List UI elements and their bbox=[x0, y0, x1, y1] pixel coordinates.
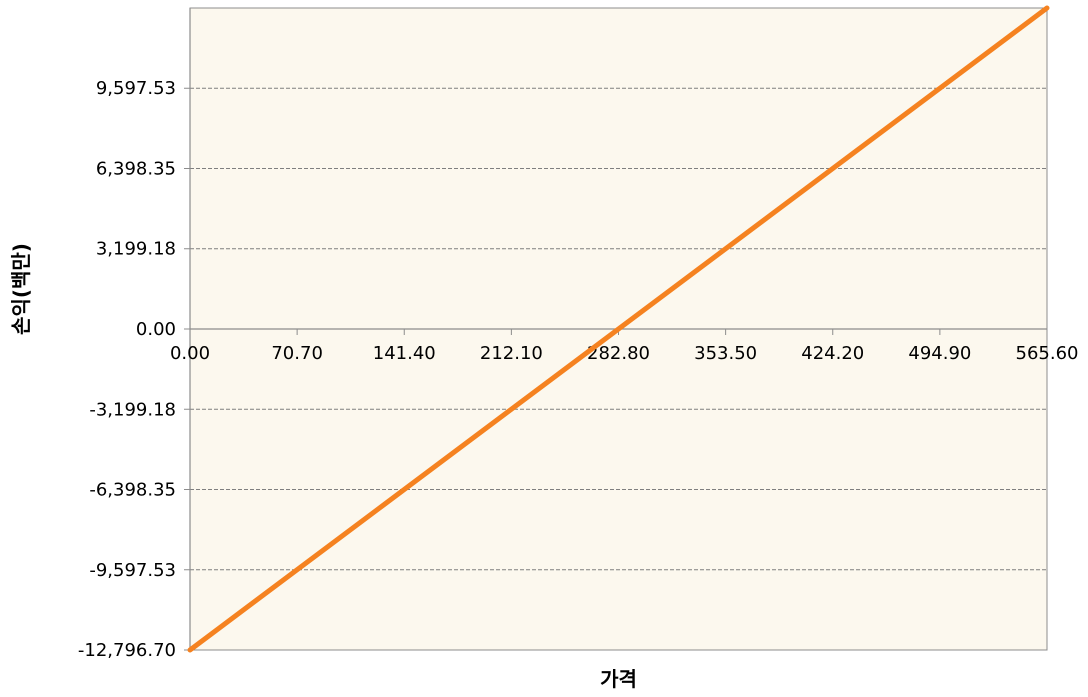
x-tick-label: 141.40 bbox=[373, 343, 436, 364]
y-tick-label: -6,398.35 bbox=[89, 480, 176, 501]
x-tick-labels: 0.00 70.70 141.40 212.10 282.80 353.50 424.20 4… bbox=[170, 343, 1079, 364]
y-tick-labels: -12,796.70 -9,597.53 -6,398.35 -3,199.18 0.0… bbox=[78, 78, 176, 661]
grid-lines bbox=[190, 87, 1047, 571]
x-tick-label: 70.70 bbox=[271, 343, 323, 364]
y-tick-label: -9,597.53 bbox=[89, 560, 176, 581]
x-tick-label: 353.50 bbox=[694, 343, 757, 364]
x-tick-label: 282.80 bbox=[587, 343, 650, 364]
y-tick-label: 3,199.18 bbox=[96, 239, 176, 260]
y-tick-label: 9,597.53 bbox=[96, 78, 176, 99]
y-tick-label: -12,796.70 bbox=[78, 640, 176, 661]
y-tick-label: -3,199.18 bbox=[89, 399, 176, 420]
x-tick-label: 494.90 bbox=[908, 343, 971, 364]
series-line bbox=[187, 5, 1050, 653]
x-tick-label: 565.60 bbox=[1016, 343, 1079, 364]
x-axis-title: 가격 bbox=[600, 667, 637, 691]
y-axis-title: 손익(백만) bbox=[9, 243, 33, 335]
series-layer bbox=[187, 5, 1050, 653]
y-tick-label: 6,398.35 bbox=[96, 159, 176, 180]
x-tick-label: 212.10 bbox=[480, 343, 543, 364]
x-tick-label: 424.20 bbox=[801, 343, 864, 364]
x-tick-label: 0.00 bbox=[170, 343, 210, 364]
y-tick-label: 0.00 bbox=[136, 319, 176, 340]
